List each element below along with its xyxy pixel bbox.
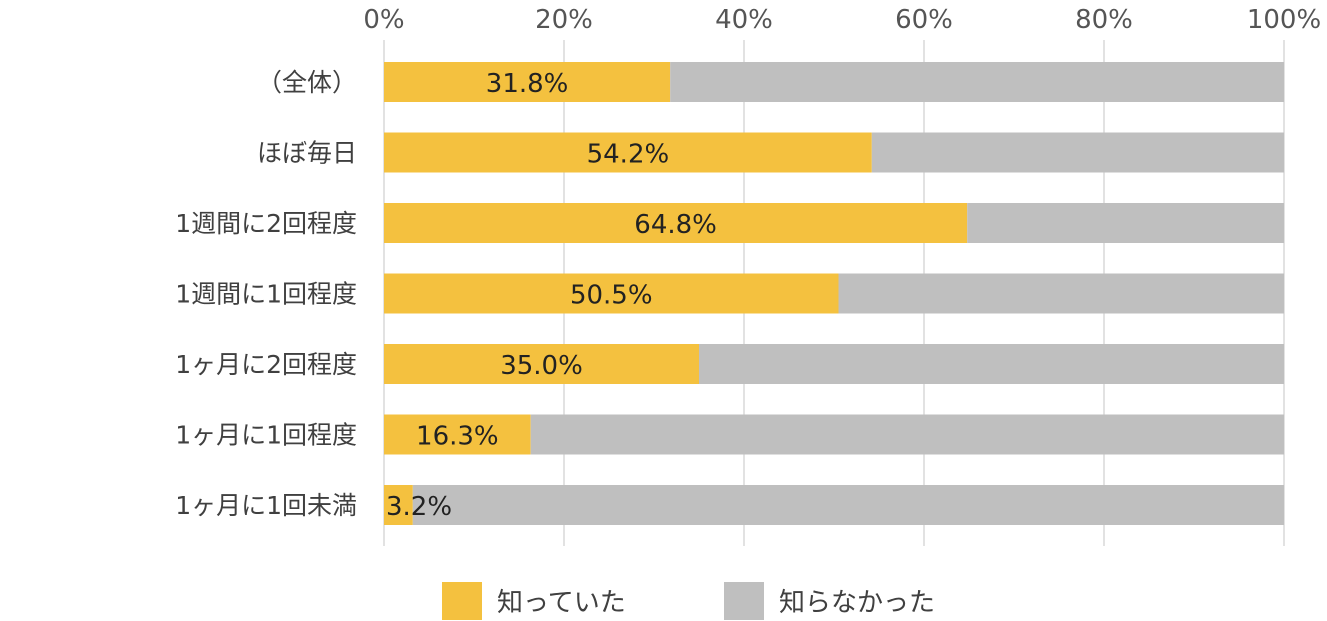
data-label: 31.8% xyxy=(486,69,569,99)
category-label: 1週間に1回程度 xyxy=(175,280,357,309)
x-tick-label: 0% xyxy=(363,5,404,35)
bar-known xyxy=(384,273,839,314)
bar-unknown xyxy=(530,414,1284,455)
data-label: 16.3% xyxy=(416,422,499,452)
category-label: （全体） xyxy=(257,68,357,97)
bar-unknown xyxy=(699,344,1284,384)
x-tick-label: 60% xyxy=(895,5,953,35)
legend-label: 知らなかった xyxy=(779,588,935,618)
data-label: 3.2% xyxy=(386,492,452,522)
x-tick-label: 20% xyxy=(535,5,593,35)
bar-unknown xyxy=(412,485,1284,525)
data-label: 35.0% xyxy=(500,351,583,381)
category-label: 1週間に2回程度 xyxy=(175,209,357,238)
x-tick-label: 100% xyxy=(1247,5,1321,35)
bar-unknown xyxy=(838,273,1284,314)
bar-unknown xyxy=(967,203,1284,243)
x-tick-label: 40% xyxy=(715,5,773,35)
bar-known xyxy=(384,203,968,243)
legend-label: 知っていた xyxy=(497,588,626,618)
bar-known xyxy=(384,485,413,525)
category-label: 1ヶ月に2回程度 xyxy=(175,350,357,379)
legend: 知っていた 知らなかった xyxy=(442,582,935,620)
category-label: ほぼ毎日 xyxy=(257,139,357,168)
bar-known xyxy=(384,344,699,384)
x-tick-label: 80% xyxy=(1075,5,1133,35)
category-label: 1ヶ月に1回未満 xyxy=(175,491,357,520)
bar-unknown xyxy=(670,62,1284,102)
legend-swatch xyxy=(724,582,764,620)
bar-known xyxy=(384,62,671,102)
bar-known xyxy=(384,414,531,455)
bar-unknown xyxy=(871,132,1284,173)
category-label: 1ヶ月に1回程度 xyxy=(175,421,357,450)
x-axis-ticks: 0% 20% 40% 60% 80% 100% xyxy=(363,5,1321,35)
category-labels: （全体） ほぼ毎日 1週間に2回程度 1週間に1回程度 1ヶ月に2回程度 1ヶ月に1回程度… xyxy=(175,68,357,520)
legend-swatch xyxy=(442,582,482,620)
data-label: 64.8% xyxy=(634,210,717,240)
data-labels: 31.8% 54.2% 64.8% 50.5% 35.0% 16.3% 3.2% xyxy=(386,69,717,522)
bar-known xyxy=(384,132,872,173)
bars xyxy=(384,62,1284,525)
data-label: 50.5% xyxy=(570,281,653,311)
data-label: 54.2% xyxy=(587,140,670,170)
